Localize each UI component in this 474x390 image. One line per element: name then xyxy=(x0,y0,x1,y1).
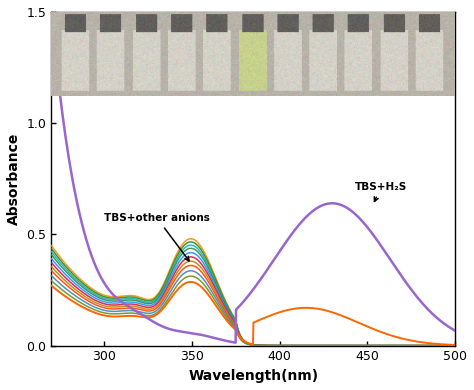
Y-axis label: Absorbance: Absorbance xyxy=(7,133,21,225)
Text: TBS+other anions: TBS+other anions xyxy=(104,213,210,261)
X-axis label: Wavelength(nm): Wavelength(nm) xyxy=(188,369,318,383)
Text: TBS+H₂S: TBS+H₂S xyxy=(355,182,407,201)
